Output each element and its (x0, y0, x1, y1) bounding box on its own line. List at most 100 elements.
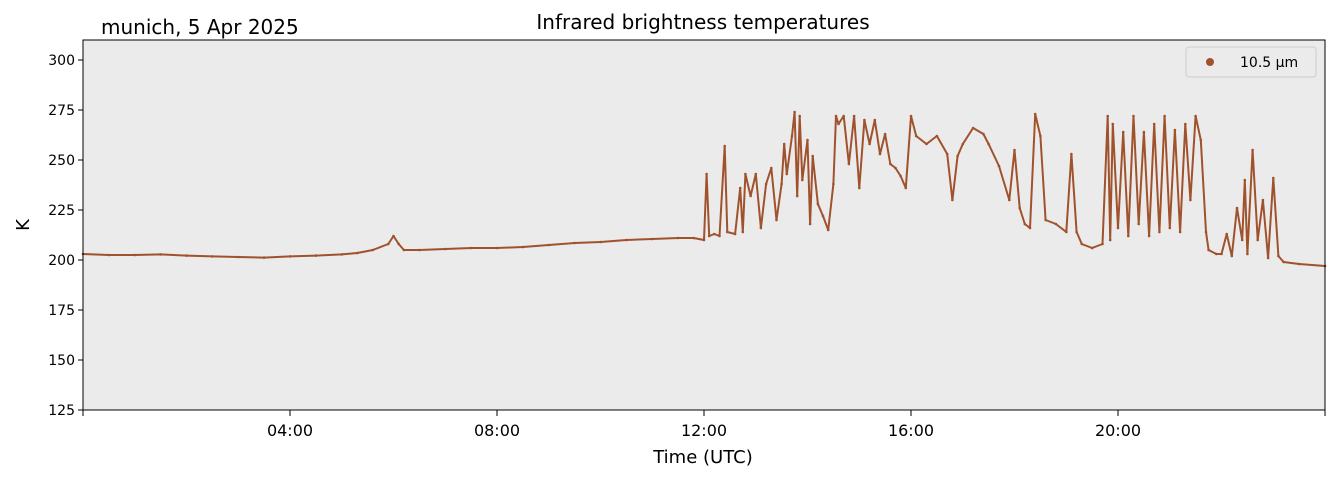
data-point (935, 134, 939, 138)
data-point (741, 230, 745, 234)
data-point (1178, 230, 1182, 234)
data-point (547, 243, 551, 247)
data-point (808, 222, 812, 226)
y-tick-label: 225 (48, 203, 75, 219)
data-point (107, 253, 111, 257)
data-point (1142, 130, 1146, 134)
data-point (314, 254, 318, 257)
data-point (1256, 238, 1259, 242)
data-point (1235, 206, 1239, 210)
x-tick-label: 20:00 (1095, 421, 1141, 440)
data-point (738, 186, 742, 190)
data-point (951, 198, 954, 202)
data-point (702, 238, 706, 242)
data-point (858, 186, 861, 190)
data-point (795, 194, 799, 198)
data-point (723, 144, 726, 148)
data-point (340, 253, 344, 256)
data-point (971, 126, 975, 130)
data-point (1116, 226, 1120, 230)
location-date-label: munich, 5 Apr 2025 (101, 15, 299, 39)
data-point (801, 178, 804, 182)
data-point (651, 237, 654, 241)
data-point (894, 166, 897, 170)
data-point (744, 172, 747, 176)
data-point (770, 166, 773, 170)
data-point (1261, 198, 1265, 202)
data-point (780, 182, 783, 186)
data-point (469, 246, 473, 250)
data-point (847, 162, 851, 166)
data-point (889, 162, 892, 166)
data-point (798, 114, 801, 118)
series-layer (81, 110, 1327, 268)
data-point (625, 238, 628, 242)
data-point (707, 234, 711, 238)
data-point (790, 134, 794, 138)
data-point (997, 164, 1001, 168)
data-point (1132, 114, 1135, 118)
series-trace (82, 111, 1326, 267)
data-point (237, 255, 240, 259)
data-point (1065, 230, 1068, 234)
data-point (982, 132, 985, 136)
data-point (956, 154, 959, 158)
data-point (852, 114, 856, 118)
data-point (444, 247, 447, 251)
data-point (185, 254, 188, 257)
data-point (863, 118, 866, 122)
data-point (1204, 230, 1208, 234)
data-point (692, 236, 695, 240)
data-point (599, 240, 602, 244)
data-point (883, 132, 887, 136)
data-point (418, 248, 421, 252)
y-axis: 125 150 175 200 225 250 275 300 (48, 53, 83, 419)
data-point (899, 174, 902, 178)
data-point (1297, 262, 1301, 266)
data-point (754, 172, 758, 176)
data-point (1184, 122, 1187, 126)
legend-label: 10.5 µm (1240, 55, 1298, 71)
data-point (1028, 226, 1032, 230)
y-tick-label: 300 (48, 53, 75, 69)
data-point (834, 114, 838, 118)
data-point (1039, 134, 1042, 138)
data-point (961, 142, 965, 146)
data-point (1137, 222, 1140, 226)
data-point (806, 138, 809, 142)
data-point (1163, 114, 1166, 118)
x-tick-label: 16:00 (888, 421, 934, 440)
data-point (785, 172, 789, 176)
data-point (749, 194, 752, 198)
data-point (1106, 114, 1109, 118)
data-point (1230, 254, 1234, 258)
data-point (1251, 148, 1254, 152)
data-point (1199, 138, 1203, 142)
data-point (1023, 222, 1027, 226)
data-point (262, 256, 266, 259)
data-point (1225, 232, 1228, 236)
data-point (1240, 238, 1244, 242)
y-tick-label: 275 (48, 103, 75, 119)
data-point (397, 242, 401, 246)
x-tick-label: 08:00 (474, 421, 520, 440)
data-point (764, 182, 768, 186)
data-point (811, 154, 814, 158)
data-point (925, 142, 928, 146)
data-point (402, 248, 406, 252)
data-point (1168, 226, 1172, 230)
data-point (521, 245, 525, 249)
data-point (371, 248, 375, 252)
data-point (718, 234, 721, 238)
data-point (1189, 198, 1192, 202)
y-tick-label: 175 (48, 303, 75, 319)
data-point (1207, 248, 1210, 252)
data-point (1013, 148, 1016, 152)
data-point (705, 172, 708, 176)
data-point (713, 232, 716, 236)
data-point (821, 214, 825, 218)
data-point (816, 202, 820, 206)
data-point (387, 242, 390, 246)
y-tick-label: 125 (48, 403, 75, 419)
